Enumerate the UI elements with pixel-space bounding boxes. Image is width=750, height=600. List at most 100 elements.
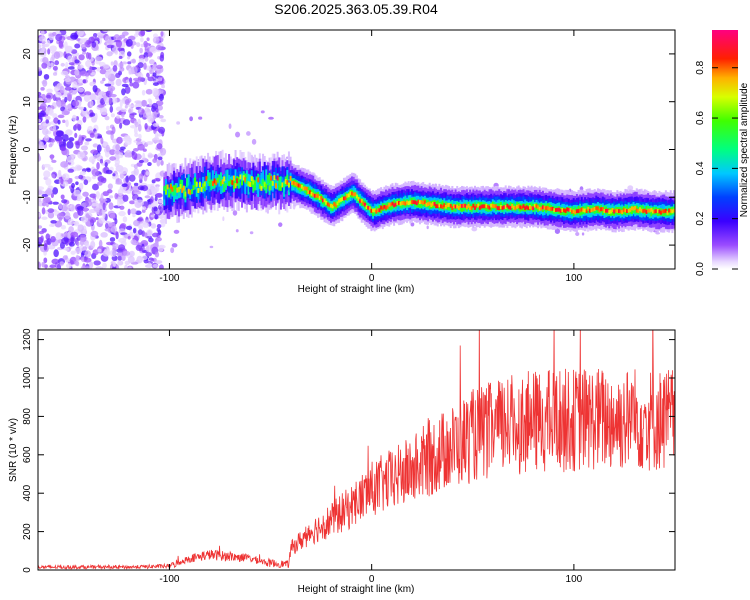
ridge-cell xyxy=(281,177,284,188)
ridge-cell xyxy=(524,206,527,211)
noise-speckle xyxy=(59,146,67,152)
noise-speckle xyxy=(124,104,128,109)
ridge-cell xyxy=(307,190,310,195)
ridge-cell xyxy=(402,201,405,205)
noise-speckle xyxy=(92,143,99,148)
noise-speckle xyxy=(40,235,44,243)
ridge-cell xyxy=(541,205,544,210)
noise-speckle xyxy=(170,247,175,254)
noise-speckle xyxy=(96,135,103,139)
noise-speckle xyxy=(55,91,62,98)
ridge-cell xyxy=(525,205,528,210)
noise-speckle xyxy=(100,232,108,238)
noise-speckle xyxy=(118,210,126,217)
noise-speckle xyxy=(48,143,53,148)
ridge-cell xyxy=(184,191,187,197)
ridge-cell xyxy=(310,191,313,196)
ridge-cell xyxy=(250,177,253,187)
ridge-cell xyxy=(656,208,659,213)
ridge-cell xyxy=(493,204,496,209)
noise-speckle xyxy=(40,102,47,109)
ridge-cell xyxy=(601,207,604,216)
noise-speckle xyxy=(113,60,118,67)
ridge-cell xyxy=(507,205,510,210)
ridge-cell xyxy=(200,172,203,189)
snr-y-tick-label: 1200 xyxy=(22,328,33,351)
ridge-cell xyxy=(333,202,336,206)
noise-speckle xyxy=(133,126,138,135)
noise-speckle xyxy=(134,79,142,83)
noise-speckle xyxy=(96,162,100,170)
ridge-cell xyxy=(236,178,239,184)
ridge-cell xyxy=(317,194,320,199)
ridge-cell xyxy=(404,201,407,206)
ridge-cell xyxy=(417,199,420,204)
noise-speckle xyxy=(83,179,89,186)
ridge-cell xyxy=(454,204,457,209)
ridge-cell xyxy=(215,180,218,186)
noise-speckle xyxy=(160,31,164,37)
noise-speckle xyxy=(52,72,58,76)
spectrogram-y-label: Frequency (Hz) xyxy=(8,116,19,185)
ridge-cell xyxy=(661,209,664,214)
noise-speckle xyxy=(117,255,123,261)
noise-speckle xyxy=(138,133,142,140)
ridge-cell xyxy=(176,187,179,193)
noise-speckle xyxy=(66,92,73,101)
noise-speckle xyxy=(145,171,150,176)
ridge-cell xyxy=(166,184,169,190)
noise-speckle xyxy=(102,191,109,197)
noise-speckle xyxy=(80,145,89,151)
ridge-cell xyxy=(501,206,504,210)
noise-speckle xyxy=(50,235,56,243)
noise-speckle xyxy=(38,44,42,49)
noise-speckle xyxy=(66,104,72,109)
snr-x-tick-label: 0 xyxy=(369,574,375,585)
noise-speckle xyxy=(86,168,91,173)
noise-speckle xyxy=(173,229,180,234)
ridge-cell xyxy=(391,201,394,206)
colorbar-ticks: 0.0 0.2 0.4 0.6 0.8 xyxy=(695,60,738,276)
ridge-cell xyxy=(603,205,606,213)
ridge-cell xyxy=(637,209,640,213)
snr-x-tick-label: 100 xyxy=(566,574,583,585)
noise-speckle xyxy=(119,66,125,72)
ridge-cell xyxy=(177,186,180,192)
noise-speckle xyxy=(121,31,129,36)
noise-speckle xyxy=(145,219,150,223)
ridge-cell xyxy=(242,175,245,192)
ridge-cell xyxy=(409,200,412,205)
noise-speckle xyxy=(76,30,85,37)
ridge-cell xyxy=(308,190,311,195)
noise-speckle xyxy=(109,213,116,219)
noise-speckle xyxy=(82,79,87,84)
ridge-cell xyxy=(195,181,198,187)
ridge-cell xyxy=(305,187,308,195)
ridge-cell xyxy=(283,182,286,188)
noise-speckle xyxy=(112,173,116,177)
noise-speckle xyxy=(91,60,95,66)
ridge-cell xyxy=(648,208,651,213)
ridge-cell xyxy=(629,208,632,212)
ridge-cell xyxy=(632,206,635,211)
ridge-cell xyxy=(221,179,224,185)
ridge-cell xyxy=(605,208,608,213)
ridge-cell xyxy=(430,203,433,208)
ridge-cell xyxy=(621,210,624,214)
noise-speckle xyxy=(89,93,97,101)
noise-speckle xyxy=(119,205,125,210)
ridge-cell xyxy=(614,208,617,213)
ridge-cell xyxy=(263,182,266,188)
noise-speckle xyxy=(113,149,120,155)
noise-speckle xyxy=(117,47,125,51)
noise-speckle xyxy=(117,188,124,196)
noise-speckle xyxy=(96,98,101,106)
ridge-cell xyxy=(603,209,606,213)
noise-speckle xyxy=(145,88,153,95)
spectrogram-y-tick-label: 10 xyxy=(22,96,33,108)
noise-speckle xyxy=(68,226,74,233)
ridge-cell xyxy=(192,185,195,191)
ridge-cell xyxy=(653,209,656,214)
ridge-cell xyxy=(218,176,221,187)
ridge-cell xyxy=(593,207,596,211)
